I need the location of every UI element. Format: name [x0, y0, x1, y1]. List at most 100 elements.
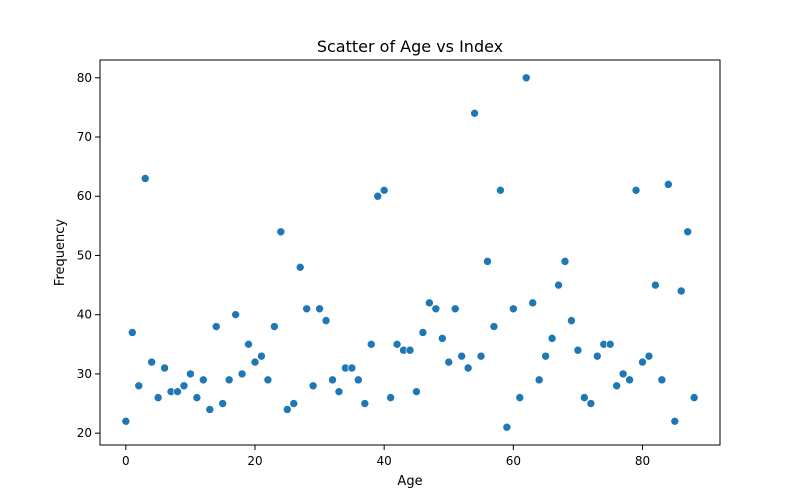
y-axis-label: Frequency	[53, 219, 68, 286]
data-point	[134, 381, 144, 391]
data-point	[354, 375, 363, 385]
x-tick-label: 60	[506, 454, 521, 468]
data-point	[683, 227, 693, 237]
data-point	[638, 357, 647, 367]
data-point	[263, 375, 273, 385]
data-point	[173, 387, 182, 396]
data-point	[528, 298, 538, 308]
data-point	[541, 351, 550, 361]
data-point	[199, 375, 208, 385]
data-point	[496, 186, 505, 195]
data-point	[211, 322, 221, 331]
data-point	[289, 399, 299, 408]
data-point	[618, 369, 628, 379]
data-point	[651, 280, 660, 290]
data-point	[379, 186, 389, 195]
data-point	[689, 393, 699, 402]
data-point	[360, 399, 370, 408]
data-point	[676, 286, 686, 296]
data-point	[315, 304, 324, 314]
data-point	[631, 186, 641, 195]
data-point	[412, 387, 421, 396]
data-point	[192, 393, 202, 402]
data-point	[502, 422, 512, 432]
data-point	[592, 351, 602, 361]
data-point	[302, 304, 311, 314]
data-point	[392, 340, 402, 349]
data-point	[547, 334, 557, 343]
data-point	[612, 381, 621, 391]
data-point	[450, 304, 460, 314]
y-tick-label: 70	[77, 130, 92, 144]
data-point	[244, 340, 253, 349]
plot-area	[121, 73, 699, 432]
x-axis: 0 20 40 60 80	[122, 445, 650, 468]
x-axis-label: Age	[397, 474, 422, 489]
data-point	[470, 109, 479, 118]
data-point	[657, 375, 667, 385]
data-point	[321, 316, 331, 325]
data-point	[425, 298, 434, 308]
data-point	[237, 369, 247, 379]
data-point	[625, 375, 634, 385]
data-point	[457, 351, 466, 361]
chart-title: Scatter of Age vs Index	[317, 37, 503, 56]
data-point	[270, 322, 279, 331]
data-point	[347, 363, 357, 373]
data-point	[573, 345, 583, 355]
data-point	[231, 310, 240, 319]
y-axis: 20 30 40 50 60 70 80	[77, 71, 100, 440]
data-point	[186, 369, 195, 379]
data-point	[554, 280, 563, 290]
data-point	[250, 357, 260, 367]
data-point	[418, 328, 428, 337]
data-point	[205, 405, 215, 414]
x-tick-label: 20	[247, 454, 262, 468]
data-point	[153, 393, 163, 402]
data-point	[567, 316, 576, 325]
x-tick-label: 0	[122, 454, 130, 468]
data-point	[140, 174, 150, 183]
data-point	[444, 357, 454, 367]
data-point	[560, 257, 570, 266]
data-point	[179, 381, 189, 391]
y-tick-label: 50	[77, 248, 92, 262]
y-tick-label: 80	[77, 71, 92, 85]
data-point	[160, 363, 169, 373]
data-point	[664, 180, 673, 189]
data-point	[328, 375, 337, 385]
data-point	[295, 263, 305, 272]
data-point	[580, 393, 589, 402]
data-point	[373, 191, 383, 201]
data-point	[476, 351, 486, 361]
data-point	[218, 399, 228, 408]
data-point	[257, 351, 266, 361]
data-point	[644, 351, 654, 361]
data-point	[224, 375, 234, 385]
x-tick-label: 80	[635, 454, 650, 468]
data-point	[282, 405, 292, 414]
data-point	[534, 375, 544, 385]
data-point	[431, 304, 441, 314]
data-point	[127, 328, 137, 337]
y-tick-label: 40	[77, 308, 92, 322]
data-point	[586, 399, 596, 408]
data-point	[437, 334, 447, 343]
y-tick-label: 60	[77, 189, 92, 203]
data-point	[405, 345, 415, 355]
data-point	[483, 257, 492, 266]
plot-frame	[99, 59, 721, 446]
data-point	[366, 340, 376, 349]
data-point	[334, 387, 344, 396]
data-point	[515, 393, 525, 402]
data-point	[147, 357, 156, 367]
data-point	[308, 381, 318, 391]
data-point	[121, 417, 131, 426]
data-point	[386, 393, 395, 402]
y-tick-label: 20	[77, 426, 92, 440]
data-point	[463, 363, 473, 373]
data-point	[276, 227, 286, 237]
x-tick-label: 40	[377, 454, 392, 468]
data-point	[509, 304, 518, 314]
data-point	[521, 73, 531, 83]
